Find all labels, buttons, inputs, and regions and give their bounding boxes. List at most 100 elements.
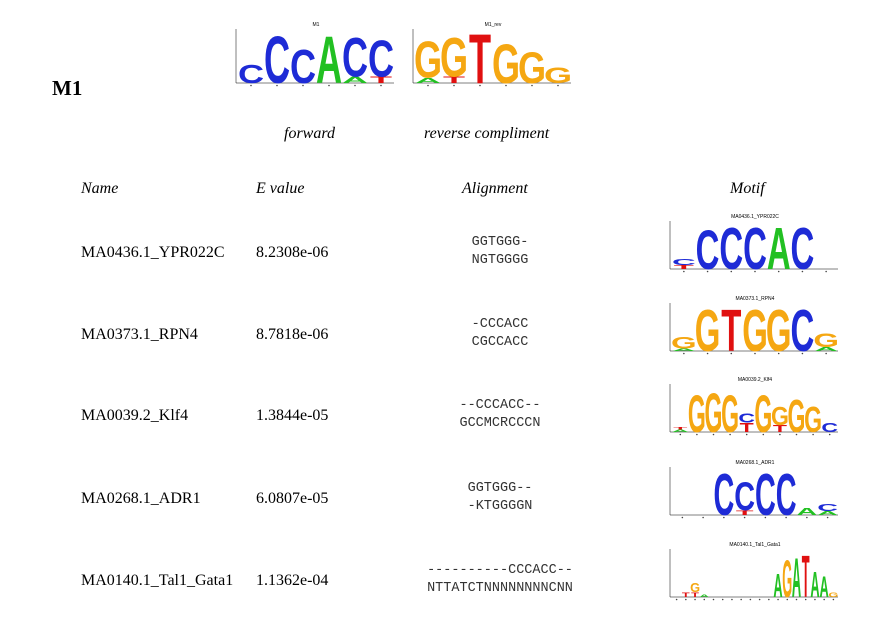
logo-tick	[777, 270, 780, 273]
logo-letter-C: C	[264, 25, 290, 98]
logo-tick	[812, 433, 814, 436]
logo-letter-C: C	[738, 410, 755, 425]
logo-letter-G: G	[705, 382, 723, 445]
logo-tick	[250, 84, 252, 87]
logo-tick	[427, 84, 429, 87]
logo-title: M1	[313, 22, 320, 28]
alignment-header: Alignment	[462, 180, 528, 197]
logo-letter-T: T	[370, 75, 392, 85]
logo-letter-A: A	[700, 594, 710, 598]
logo-tick	[479, 84, 481, 87]
logo-tick	[531, 84, 533, 87]
logo-tick	[712, 433, 715, 436]
logo-tick	[505, 84, 507, 87]
logo-letter-C: C	[342, 27, 368, 89]
logo-letter-G: G	[721, 384, 739, 444]
logo-letter-A: A	[672, 348, 696, 352]
logo-tick	[754, 270, 756, 273]
logo-letter-A: A	[814, 346, 838, 352]
logo-letter-A: A	[817, 510, 838, 516]
logo-letter-T: T	[773, 423, 787, 434]
alignment-target: NGTGGGG	[471, 253, 529, 268]
logo-tick	[723, 516, 725, 519]
logo-letter-A: A	[767, 217, 791, 282]
logo-letter-C: C	[290, 41, 316, 94]
match-alignment: GGTGGG-- -KTGGGGN	[380, 480, 620, 516]
logo-letter-A: A	[773, 568, 782, 605]
logo-letter-G: G	[771, 402, 789, 431]
logo-tick	[832, 598, 835, 601]
logo-tick	[758, 598, 761, 601]
logo-tick	[328, 84, 330, 87]
logo-tick	[696, 433, 698, 436]
logo-tick	[675, 598, 678, 601]
logo-letter-G: G	[782, 550, 792, 609]
logo-tick	[706, 270, 709, 273]
logo-letter-C: C	[719, 217, 743, 282]
logo-letter-A: A	[342, 75, 368, 85]
logo-title: MA0039.2_Klf4	[738, 377, 772, 383]
logo-tick	[276, 84, 278, 87]
logo-letter-T: T	[682, 592, 691, 599]
logo-letter-G: G	[544, 64, 572, 88]
logo-tick	[825, 352, 827, 355]
logo-letter-T: T	[736, 509, 754, 516]
logo-letter-G: G	[440, 27, 468, 89]
logo-letter-G: G	[766, 299, 792, 364]
logo-letter-A: A	[796, 506, 817, 517]
logo-tick	[828, 433, 831, 436]
logo-tick	[764, 516, 767, 519]
logo-tick	[785, 516, 787, 519]
logo-tick	[706, 352, 709, 355]
logo-title: MA0140.1_Tal1_Gata1	[729, 542, 780, 548]
logo-tick	[730, 352, 733, 355]
motif-header: Motif	[730, 180, 765, 197]
logo-tick	[743, 516, 746, 519]
match-alignment: --CCCACC-- GCCMCRCCCN	[380, 397, 620, 433]
logo-letter-G: G	[414, 32, 442, 89]
logo-tick	[453, 84, 455, 87]
alignment-query: ----------CCCACC--	[427, 563, 573, 578]
logo-tick	[814, 598, 816, 601]
match-evalue: 1.3844e-05	[256, 407, 329, 424]
alignment-target: CGCCACC	[471, 335, 529, 350]
match-evalue: 8.7818e-06	[256, 326, 329, 343]
alignment-query: GGTGGG--	[467, 481, 533, 496]
logo-tick	[777, 598, 779, 601]
logo-tick	[557, 84, 559, 87]
logo-tick	[745, 433, 748, 436]
logo-letter-G: G	[788, 390, 806, 442]
logo-tick	[826, 516, 829, 519]
logo-letter-G: G	[518, 42, 546, 92]
logo-tick	[683, 352, 685, 355]
logo-letter-C: C	[672, 258, 696, 267]
logo-letter-T: T	[443, 75, 465, 85]
logo-tick	[730, 270, 733, 273]
logo-letter-G: G	[742, 299, 768, 364]
logo-letter-C: C	[238, 60, 264, 89]
logo-tick	[795, 598, 798, 601]
logo-tick	[825, 270, 827, 273]
logo-tick	[712, 598, 715, 601]
name-header: Name	[81, 180, 119, 197]
logo-letter-G: G	[690, 580, 700, 595]
logo-letter-A: A	[316, 25, 342, 98]
match-evalue: 8.2308e-06	[256, 244, 329, 261]
logo-tick	[777, 352, 780, 355]
logo-letter-T: T	[469, 19, 491, 98]
logo-letter-T: T	[721, 299, 741, 364]
logo-tick	[804, 598, 807, 601]
logo-letter-A: A	[672, 429, 689, 433]
logo-tick	[806, 516, 808, 519]
match-evalue: 6.0807e-05	[256, 490, 329, 507]
logo-letter-C: C	[743, 217, 767, 282]
logo-tick	[729, 433, 731, 436]
logo-letter-T: T	[673, 427, 687, 431]
logo-letter-T: T	[674, 264, 695, 270]
alignment-target: GCCMCRCCCN	[459, 416, 541, 431]
